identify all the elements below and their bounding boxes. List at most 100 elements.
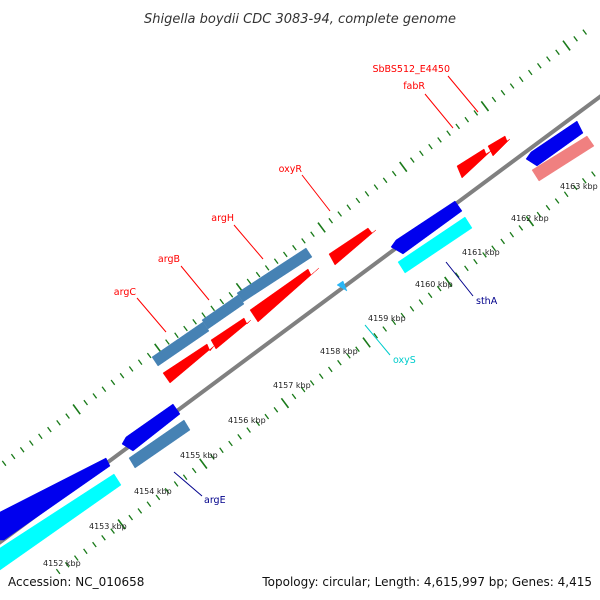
tick-mark: [64, 562, 70, 568]
tick-mark: [1, 460, 7, 467]
tick-mark: [355, 197, 361, 204]
tick-mark: [83, 548, 88, 555]
tick-mark: [409, 157, 415, 163]
tick-mark: [292, 244, 297, 251]
tick-mark: [328, 217, 334, 224]
tick-mark: [117, 519, 126, 530]
tick-mark: [246, 278, 252, 285]
tick-mark: [545, 204, 551, 211]
tick-mark: [536, 211, 542, 218]
gene-argB-arrow[interactable]: [210, 317, 252, 350]
tick-mark: [55, 568, 61, 575]
tick-mark: [219, 447, 224, 454]
kbp-label: 4159 kbp: [368, 314, 406, 323]
tick-mark: [282, 251, 288, 258]
tick-mark: [327, 366, 333, 373]
tick-mark: [362, 337, 371, 348]
tick-mark: [38, 433, 43, 440]
tick-mark: [128, 366, 134, 372]
tick-mark: [382, 326, 388, 332]
gene-argH-arrow[interactable]: [249, 267, 320, 323]
gene-blue-arrow-4163[interactable]: [525, 120, 584, 167]
tick-mark: [391, 319, 397, 326]
tick-mark: [199, 458, 208, 469]
tick-mark: [317, 222, 326, 233]
tick-mark: [155, 494, 161, 501]
tick-mark: [437, 137, 442, 143]
gene-oxyS-marker[interactable]: [336, 280, 348, 292]
gene-blue-arrow-4161[interactable]: [390, 200, 463, 255]
gene-blue-arrow-left[interactable]: [0, 457, 111, 541]
tick-mark: [255, 271, 261, 278]
tick-mark: [72, 404, 81, 415]
tick-mark: [291, 393, 297, 400]
gene-oxyR-arrow[interactable]: [328, 227, 377, 266]
label-argE: argE: [204, 495, 226, 506]
tick-mark: [409, 306, 415, 312]
gene-pink-bar[interactable]: [531, 135, 595, 182]
gene-argB-bar[interactable]: [201, 294, 245, 330]
label-argH: argH: [211, 213, 234, 224]
tick-mark: [464, 116, 470, 123]
gene-fabR-arrow[interactable]: [456, 148, 492, 179]
gene-cyan-bar-left[interactable]: [0, 473, 122, 571]
leader-oxyS: [364, 324, 391, 356]
leader-argE: [173, 471, 203, 497]
tick-mark: [146, 352, 152, 359]
tick-mark: [119, 372, 125, 379]
tick-mark: [210, 305, 216, 312]
tick-mark: [192, 319, 197, 325]
tick-mark: [264, 265, 270, 271]
tick-mark: [173, 481, 179, 487]
leader-fabR: [424, 93, 454, 129]
tick-mark: [573, 36, 578, 42]
tick-mark: [219, 298, 225, 305]
tick-mark: [164, 487, 170, 494]
tick-mark: [110, 528, 115, 534]
kbp-label: 4162 kbp: [511, 214, 549, 223]
map-title: Shigella boydii CDC 3083-94, complete ge…: [144, 12, 456, 27]
tick-mark: [473, 110, 479, 116]
gene-argH-bar[interactable]: [236, 247, 313, 303]
tick-mark: [373, 332, 379, 339]
tick-rows: [1, 29, 596, 575]
tick-mark: [563, 191, 569, 198]
gene-argC-bar[interactable]: [151, 321, 210, 367]
tick-mark: [183, 325, 188, 332]
tick-mark: [28, 440, 34, 446]
tick-mark: [110, 379, 116, 386]
tick-mark: [137, 359, 143, 365]
tick-mark: [137, 508, 143, 514]
label-SbBS512_E4450: SbBS512_E4450: [372, 64, 450, 75]
tick-mark: [310, 231, 315, 237]
kbp-label: 4154 kbp: [134, 487, 172, 496]
gene-argC-arrow[interactable]: [162, 343, 215, 384]
tick-mark: [582, 29, 588, 35]
tick-mark: [273, 258, 279, 264]
gene-blue-arrow-4155[interactable]: [121, 403, 181, 452]
tick-mark: [427, 292, 433, 299]
kbp-label: 4157 kbp: [273, 381, 311, 390]
kbp-axis-labels: 4152 kbp 4153 kbp 4154 kbp 4155 kbp 4156…: [43, 182, 598, 568]
tick-mark: [500, 238, 506, 245]
leader-SbBS512_E4450: [447, 75, 479, 113]
kbp-label: 4163 kbp: [560, 182, 598, 191]
tick-mark: [246, 427, 251, 433]
tick-mark: [182, 474, 188, 480]
leader-argB: [180, 265, 210, 301]
leader-oxyR: [301, 174, 331, 212]
tick-mark: [373, 184, 379, 190]
kbp-label: 4155 kbp: [180, 451, 218, 460]
gene-SbBS512_E4450-arrow[interactable]: [487, 135, 511, 157]
tick-mark: [47, 426, 52, 433]
gene-argE-bar[interactable]: [128, 419, 191, 469]
gene-cyan-bar-4160[interactable]: [397, 216, 473, 274]
tick-mark: [337, 211, 343, 217]
tick-mark: [128, 514, 134, 521]
tick-mark: [554, 198, 560, 204]
tick-mark: [572, 184, 578, 191]
tick-mark: [518, 225, 524, 231]
kbp-label: 4152 kbp: [43, 559, 81, 568]
tick-mark: [491, 96, 497, 103]
